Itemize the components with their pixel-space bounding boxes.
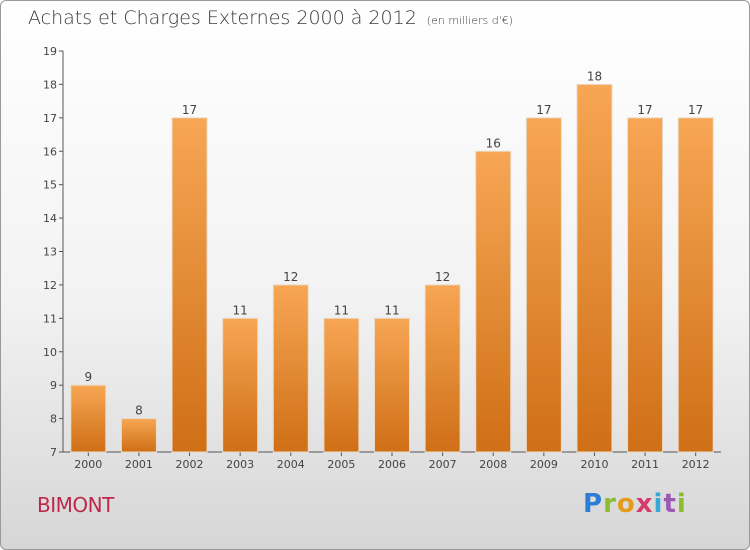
x-tick-label-2007: 2007 [429, 458, 457, 471]
y-tick-label: 7 [50, 446, 57, 459]
data-label-2001: 8 [135, 404, 143, 418]
y-tick-label: 10 [43, 346, 57, 359]
y-tick-label: 18 [43, 78, 57, 91]
data-label-2006: 11 [384, 303, 399, 317]
data-label-2007: 12 [435, 270, 450, 284]
x-tick-label-2005: 2005 [327, 458, 355, 471]
bar-2005 [323, 317, 360, 453]
data-label-2009: 17 [536, 103, 551, 117]
bar-2002 [171, 117, 208, 453]
y-tick-label: 11 [43, 312, 57, 325]
y-tick-label: 8 [50, 413, 57, 426]
y-tick-label: 12 [43, 279, 57, 292]
bars [70, 83, 714, 453]
x-tick-label-2011: 2011 [631, 458, 659, 471]
bar-2003 [222, 317, 259, 453]
x-tick-label-2012: 2012 [682, 458, 710, 471]
x-tick-label-2002: 2002 [176, 458, 204, 471]
x-tick-label-2008: 2008 [479, 458, 507, 471]
bar-2004 [272, 284, 309, 453]
y-tick-label: 19 [43, 45, 57, 58]
x-tick-label-2010: 2010 [580, 458, 608, 471]
bar-2006 [374, 317, 410, 453]
data-label-2004: 12 [283, 270, 298, 284]
x-tick-label-2009: 2009 [530, 458, 558, 471]
bar-2009 [525, 117, 562, 453]
data-label-2010: 18 [587, 69, 602, 83]
data-label-2011: 17 [637, 103, 652, 117]
y-tick-label: 13 [43, 246, 57, 259]
bar-2007 [424, 284, 461, 453]
data-label-2008: 16 [486, 136, 501, 150]
data-label-2002: 17 [182, 103, 197, 117]
y-tick-label: 16 [43, 145, 57, 158]
x-tick-label-2004: 2004 [277, 458, 305, 471]
chart-subtitle: (en milliers d'€) [426, 14, 514, 27]
data-label-2012: 17 [688, 103, 703, 117]
y-tick-label: 15 [43, 179, 57, 192]
x-tick-label-2001: 2001 [125, 458, 153, 471]
chart-title-text: Achats et Charges Externes 2000 à 2012 [28, 7, 417, 29]
x-tick-label-2000: 2000 [74, 458, 102, 471]
proxiti-logo[interactable]: Proxiti [583, 489, 687, 519]
bar-2010 [576, 83, 613, 453]
bar-2001 [120, 418, 157, 453]
bar-2011 [627, 117, 664, 453]
y-tick-label: 14 [43, 212, 57, 225]
data-labels: 9 8 17 11 12 11 11 12 16 17 18 17 17 [84, 69, 703, 417]
data-label-2000: 9 [84, 370, 92, 384]
data-label-2003: 11 [233, 303, 248, 317]
y-tick-label: 9 [50, 379, 57, 392]
bar-2000 [70, 384, 107, 453]
chart-title: Achats et Charges Externes 2000 à 2012 (e… [28, 7, 513, 29]
commune-name: BIMONT [37, 493, 114, 517]
data-label-2005: 11 [334, 303, 349, 317]
bar-2012 [677, 117, 714, 453]
x-tick-label-2003: 2003 [226, 458, 254, 471]
bar-2008 [475, 150, 512, 453]
y-tick-label: 17 [43, 112, 57, 125]
x-tick-label-2006: 2006 [378, 458, 406, 471]
